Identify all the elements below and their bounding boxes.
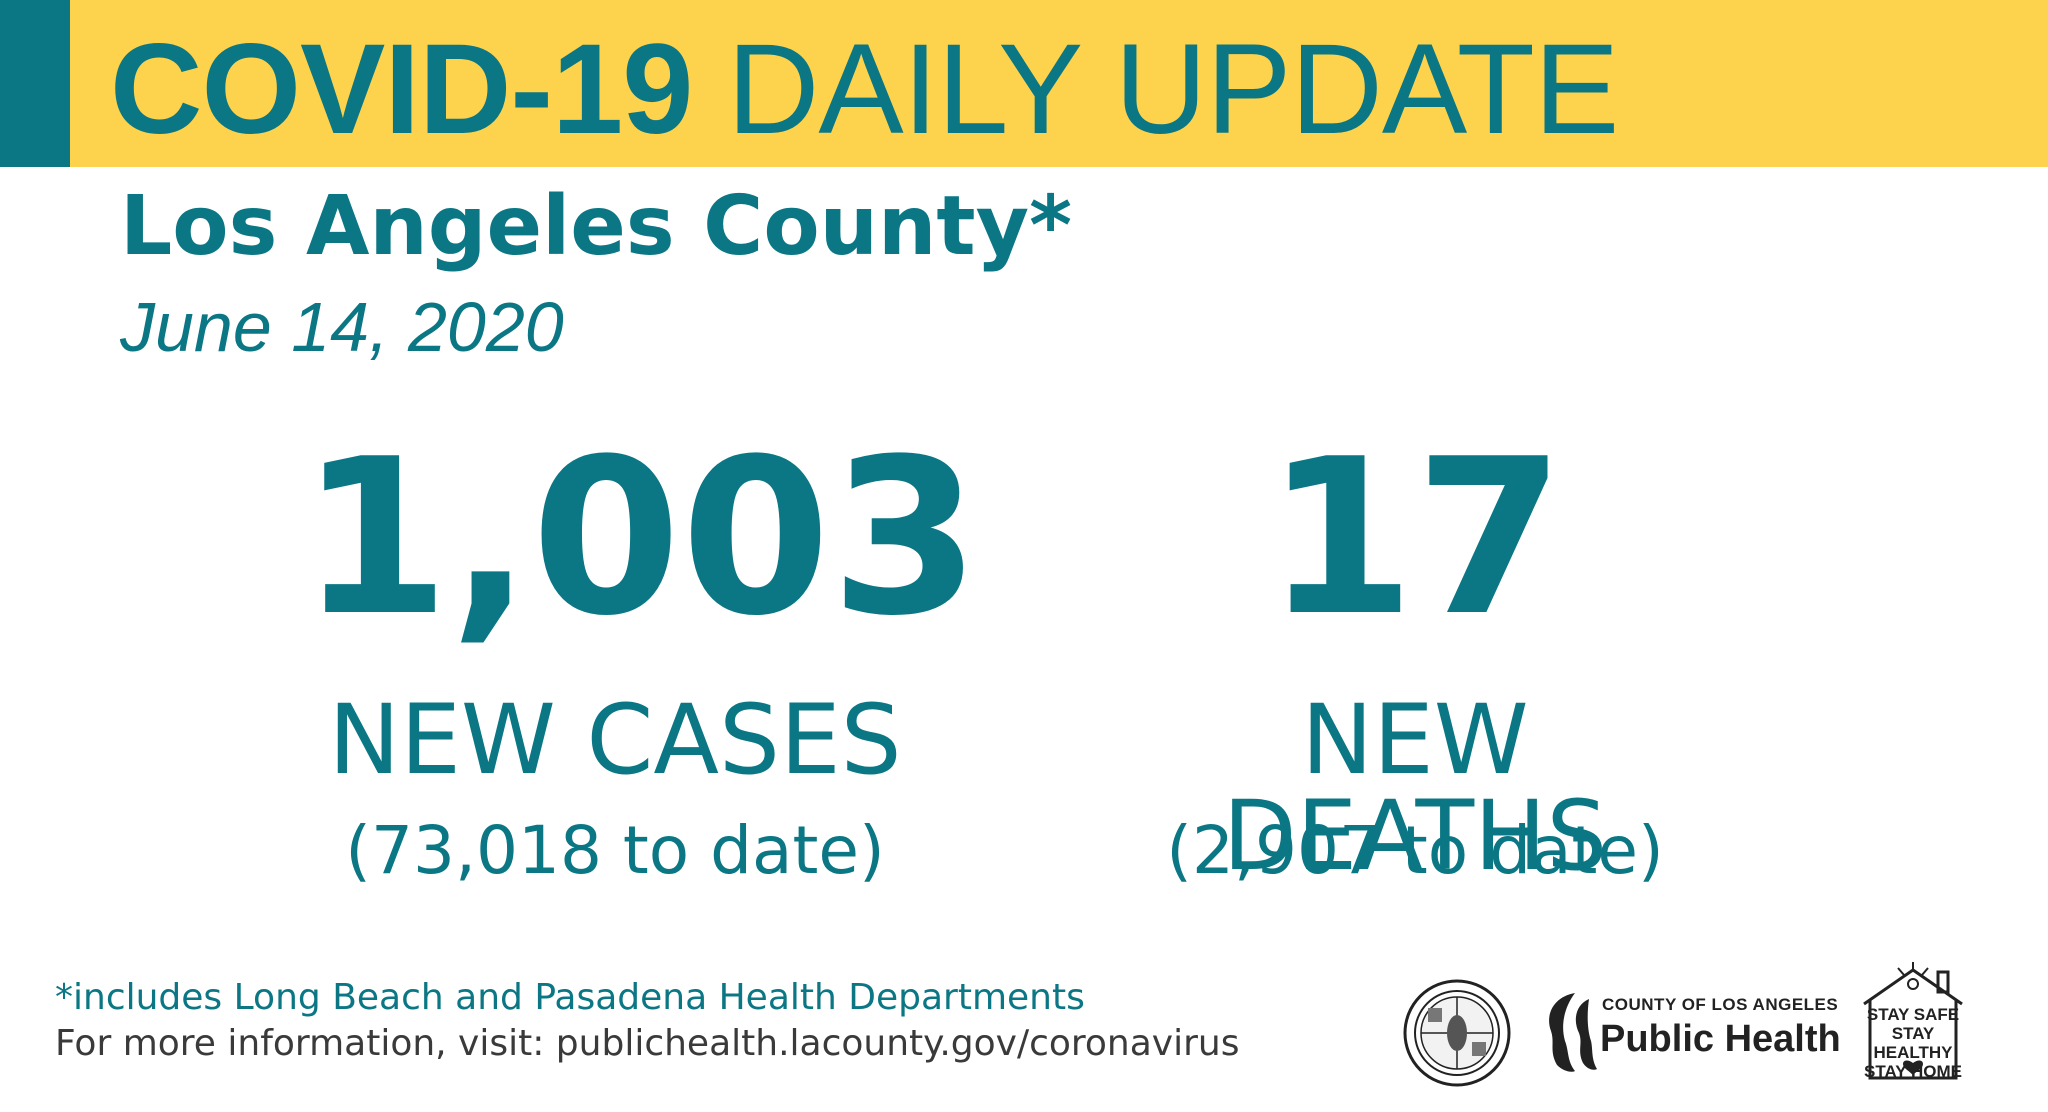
stay-safe-line: STAY SAFE: [1866, 1005, 1960, 1024]
banner-title: COVID-19 DAILY UPDATE: [110, 26, 1619, 154]
report-date: June 14, 2020: [120, 288, 564, 366]
more-info-link[interactable]: For more information, visit: publichealt…: [55, 1023, 1240, 1064]
stay-safe-text: STAY SAFE STAY HEALTHY STAY HOME: [1862, 1005, 1964, 1081]
public-health-logo: [1549, 993, 1597, 1072]
new-deaths-number: 17: [1265, 412, 1565, 663]
stay-healthy-line: STAY HEALTHY: [1873, 1024, 1953, 1062]
banner-title-regular: DAILY UPDATE: [726, 18, 1619, 161]
public-health-org-name: COUNTY OF LOS ANGELES: [1602, 995, 1839, 1014]
cases-to-date: (73,018 to date): [345, 812, 885, 889]
county-seal-icon: [1403, 979, 1511, 1087]
public-health-title: Public Health: [1600, 1018, 1841, 1060]
footnote: *includes Long Beach and Pasadena Health…: [55, 977, 1085, 1018]
new-cases-label: NEW CASES: [328, 684, 902, 796]
county-heading: Los Angeles County*: [120, 179, 1072, 274]
banner-title-bold: COVID-19: [110, 18, 693, 161]
deaths-to-date: (2,907 to date): [1166, 812, 1664, 889]
new-cases-number: 1,003: [300, 412, 981, 663]
banner-accent-bar: [0, 0, 70, 167]
stay-home-house-icon: [1863, 962, 1963, 1080]
stay-home-line: STAY HOME: [1864, 1062, 1962, 1081]
header-banner: [0, 0, 2048, 167]
new-deaths-label: NEW DEATHS: [1222, 684, 1608, 892]
